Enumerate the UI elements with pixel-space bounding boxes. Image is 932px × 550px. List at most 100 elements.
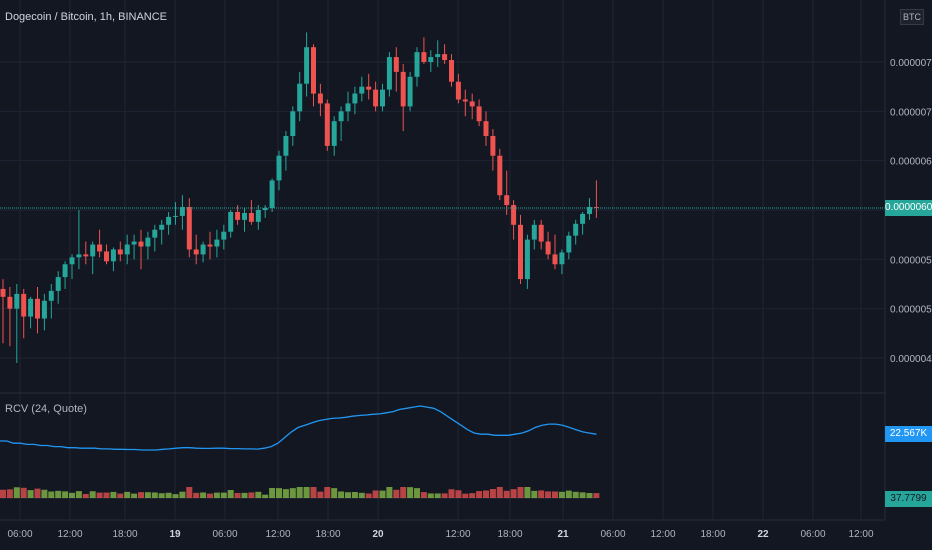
price-axis[interactable]: 0.00000750 0.00000700 0.00000650 0.00000550… bbox=[890, 58, 932, 365]
candle-body bbox=[83, 254, 89, 257]
volume-value-badge: 37.7799 bbox=[885, 491, 932, 507]
volume-bar bbox=[48, 491, 55, 498]
candle-body bbox=[124, 244, 130, 255]
candle-body bbox=[414, 52, 420, 77]
candle-body bbox=[55, 277, 61, 291]
volume-bar bbox=[41, 489, 48, 498]
volume-bar bbox=[310, 487, 317, 498]
candle-body bbox=[173, 215, 178, 217]
time-tick-label: 06:00 bbox=[600, 529, 625, 540]
rcv-line bbox=[0, 405, 597, 451]
volume-bar bbox=[579, 492, 586, 498]
candle-body bbox=[324, 103, 330, 146]
time-tick-label: 19 bbox=[169, 529, 181, 540]
volume-bar bbox=[558, 491, 565, 498]
volume-bar bbox=[434, 493, 441, 498]
indicator-label[interactable]: RCV (24, Quote) bbox=[5, 403, 87, 415]
candle-body bbox=[138, 241, 144, 247]
volume-bar bbox=[158, 493, 165, 498]
rcv-indicator-line bbox=[0, 405, 597, 451]
time-tick-label: 06:00 bbox=[7, 529, 32, 540]
candle-body bbox=[573, 223, 579, 236]
volume-bar bbox=[131, 493, 138, 498]
candle-body bbox=[242, 212, 247, 220]
candle-body bbox=[290, 111, 296, 136]
candle-body bbox=[490, 136, 496, 156]
volume-bar bbox=[200, 492, 207, 498]
candle-body bbox=[380, 89, 385, 107]
candle-body bbox=[145, 237, 151, 247]
volume-bar bbox=[372, 490, 379, 498]
volume-bar bbox=[593, 493, 600, 498]
time-tick-label: 12:00 bbox=[445, 529, 470, 540]
volume-bar bbox=[552, 491, 558, 498]
volume-bar bbox=[407, 487, 414, 498]
candle-body bbox=[110, 249, 116, 262]
candle-body bbox=[159, 224, 165, 230]
volume-bar bbox=[289, 488, 296, 498]
candle-body bbox=[476, 106, 482, 122]
candle-body bbox=[41, 300, 47, 319]
candle-body bbox=[255, 210, 261, 222]
currency-tag[interactable]: BTC bbox=[900, 9, 924, 25]
volume-bar bbox=[441, 493, 448, 498]
candle-body bbox=[228, 211, 234, 232]
volume-bar bbox=[483, 490, 489, 498]
candle-body bbox=[449, 60, 454, 82]
volume-bar bbox=[345, 492, 351, 498]
volume-bar bbox=[317, 491, 324, 498]
candle-body bbox=[524, 239, 530, 280]
time-tick-label: 21 bbox=[557, 529, 569, 540]
time-tick-label: 18:00 bbox=[700, 529, 725, 540]
candle-body bbox=[235, 211, 241, 220]
candle-body bbox=[304, 47, 310, 84]
candle-body bbox=[179, 207, 185, 216]
volume-bar bbox=[276, 488, 282, 498]
volume-bar bbox=[572, 491, 579, 498]
candle-body bbox=[435, 54, 441, 58]
symbol-title[interactable]: Dogecoin / Bitcoin, 1h, BINANCE bbox=[5, 11, 168, 23]
candle-body bbox=[538, 224, 544, 242]
volume-bar bbox=[69, 492, 75, 498]
candle-body bbox=[469, 101, 475, 107]
volume-bar bbox=[20, 487, 27, 498]
time-axis[interactable]: 06:00 12:00 18:00 19 06:00 12:00 18:00 20 12:00 1… bbox=[7, 529, 873, 540]
volume-bar bbox=[193, 492, 200, 498]
candle-body bbox=[104, 251, 109, 262]
candle-body bbox=[393, 57, 399, 72]
volume-bar bbox=[469, 493, 476, 498]
price-tick-label: 0.00000750 bbox=[890, 58, 932, 69]
candle-body bbox=[283, 136, 289, 156]
time-tick-label: 18:00 bbox=[315, 529, 340, 540]
candle-body bbox=[152, 229, 158, 238]
candle-body bbox=[207, 244, 213, 247]
price-tick-label: 0.00000700 bbox=[890, 107, 932, 118]
volume-bar bbox=[241, 492, 248, 498]
candle-body bbox=[186, 207, 192, 250]
volume-bar bbox=[524, 487, 531, 498]
candle-body bbox=[504, 195, 510, 206]
candle-body bbox=[545, 241, 551, 255]
candle-body bbox=[483, 121, 489, 136]
volume-bar bbox=[6, 489, 13, 498]
candlestick-series bbox=[0, 32, 599, 363]
volume-bar bbox=[365, 493, 372, 498]
volume-bar bbox=[75, 491, 82, 498]
volume-bar bbox=[138, 492, 144, 498]
volume-bar bbox=[13, 487, 20, 498]
volume-bar bbox=[462, 493, 469, 498]
volume-bar bbox=[489, 489, 496, 498]
volume-bar bbox=[586, 493, 593, 498]
volume-bar bbox=[165, 492, 172, 498]
time-tick-label: 12:00 bbox=[57, 529, 82, 540]
candle-body bbox=[311, 47, 316, 94]
volume-bar bbox=[393, 489, 400, 498]
candle-body bbox=[21, 293, 27, 317]
time-tick-label: 18:00 bbox=[497, 529, 522, 540]
volume-bar bbox=[338, 491, 345, 498]
candle-body bbox=[0, 288, 6, 297]
candle-body bbox=[193, 249, 199, 255]
